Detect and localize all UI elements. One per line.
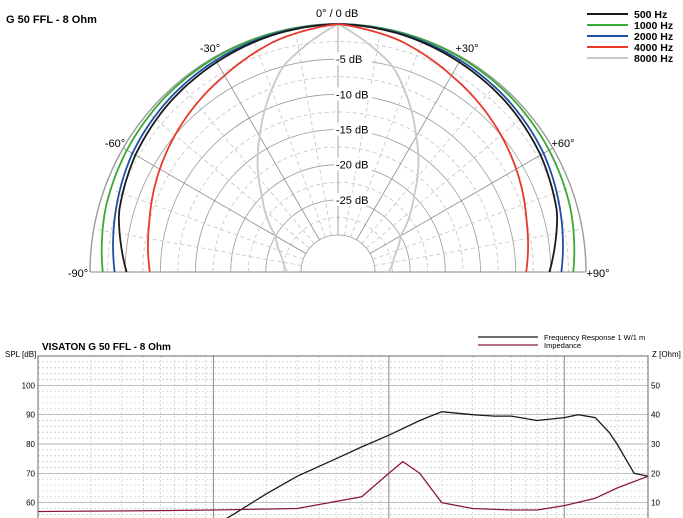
polar-spoke — [213, 57, 320, 241]
polar-spoke — [123, 147, 307, 254]
radial-label-bg — [334, 157, 372, 171]
legend-label: Impedance — [544, 341, 581, 350]
angle-label: -90° — [68, 268, 88, 280]
polar-ring — [142, 76, 534, 273]
freq-title: VISATON G 50 FFL - 8 Ohm — [42, 342, 171, 353]
radial-label-bg — [334, 52, 372, 66]
legend-label: 1000 Hz — [634, 20, 673, 32]
legend-label: 2000 Hz — [634, 31, 673, 43]
legend-label: Frequency Response 1 W/1 m — [544, 333, 645, 342]
polar-title: G 50 FFL - 8 Ohm — [6, 14, 97, 26]
polar-spoke — [104, 186, 304, 260]
radial-label-bg — [334, 192, 372, 206]
tick-right: 20 — [651, 469, 660, 478]
polar-spoke — [374, 228, 583, 266]
tick-right: 50 — [651, 381, 660, 390]
angle-label: +90° — [586, 268, 609, 280]
radial-label-bg — [334, 122, 372, 136]
polar-spoke — [369, 147, 553, 254]
legend-label: 500 Hz — [634, 9, 667, 21]
radial-label: -20 dB — [336, 160, 368, 172]
tick-right: 40 — [651, 411, 660, 420]
angle-label: 0° / 0 dB — [316, 8, 358, 20]
polar-spoke — [93, 228, 302, 266]
tick-left: 80 — [26, 440, 35, 449]
legend-label: 4000 Hz — [634, 42, 673, 54]
tick-left: 70 — [26, 469, 35, 478]
radial-label-bg — [334, 87, 372, 101]
freq-series — [225, 411, 649, 518]
angle-label: -30° — [200, 43, 220, 55]
angle-label: +60° — [551, 138, 574, 150]
frequency-chart: VISATON G 50 FFL - 8 Ohm SPL [dB] Z [Ohm] F… — [5, 333, 681, 518]
polar-series — [146, 23, 530, 273]
polar-spoke — [372, 186, 572, 260]
ylabel-right: Z [Ohm] — [652, 350, 681, 359]
radial-label: -25 dB — [336, 195, 368, 207]
radial-label: -10 dB — [336, 89, 368, 101]
polar-ring — [300, 234, 376, 273]
tick-right: 10 — [651, 499, 660, 508]
polar-spoke — [252, 38, 326, 238]
radial-label: -5 dB — [336, 54, 362, 66]
angle-label: +30° — [455, 43, 478, 55]
radial-label: -15 dB — [336, 125, 368, 137]
tick-right: 30 — [651, 440, 660, 449]
polar-ring — [107, 41, 569, 273]
tick-left: 100 — [22, 381, 36, 390]
tick-left: 90 — [26, 411, 35, 420]
freq-series — [37, 460, 649, 513]
legend-label: 8000 Hz — [634, 53, 673, 65]
ylabel-left: SPL [dB] — [5, 350, 36, 359]
polar-spoke — [294, 27, 332, 236]
polar-spoke — [356, 57, 463, 241]
tick-left: 60 — [26, 499, 35, 508]
polar-spoke — [361, 81, 498, 244]
plot-frame — [37, 355, 649, 518]
polar-spoke — [178, 81, 315, 244]
angle-label: -60° — [105, 138, 125, 150]
polar-chart: G 50 FFL - 8 Ohm -5 dB -10 dB -15 dB -20 dB -… — [6, 8, 673, 280]
